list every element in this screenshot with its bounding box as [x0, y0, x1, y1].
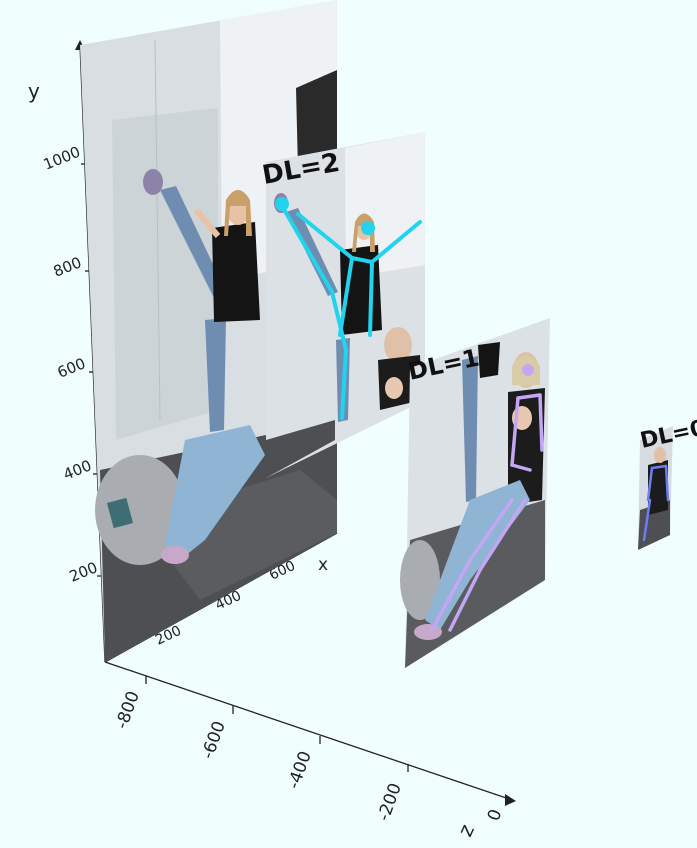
- image-layer-dl1: [400, 318, 550, 668]
- z-tick-label: -800: [112, 689, 144, 732]
- z-axis-arrow: [505, 794, 516, 806]
- skeleton-dl0: [642, 464, 670, 542]
- z-axis-label: z: [453, 820, 479, 840]
- z-tick-labels: -800 -600 -400 -200 0: [112, 689, 506, 824]
- z-tick-label: -200: [374, 781, 406, 824]
- image-layer-dl0: [638, 426, 673, 550]
- skeleton-dl2: [275, 197, 422, 420]
- y-tick-label: 400: [61, 456, 94, 483]
- z-tick-label: -600: [198, 719, 230, 762]
- y-tick-label: 200: [67, 558, 100, 585]
- z-axis-line: [104, 661, 513, 801]
- z-tick-label: -400: [284, 749, 316, 792]
- y-axis-label: y: [28, 79, 40, 103]
- layer-label-dl0: DL=0: [638, 416, 697, 454]
- y-tick-label: 800: [51, 253, 84, 280]
- y-tick-label: 600: [55, 354, 88, 381]
- y-tick-label: 1000: [41, 143, 83, 174]
- x-axis-label: x: [318, 555, 328, 575]
- z-tick-label: 0: [484, 807, 506, 824]
- image-layer-dl2: [266, 132, 425, 478]
- skeleton-dl1: [430, 364, 544, 632]
